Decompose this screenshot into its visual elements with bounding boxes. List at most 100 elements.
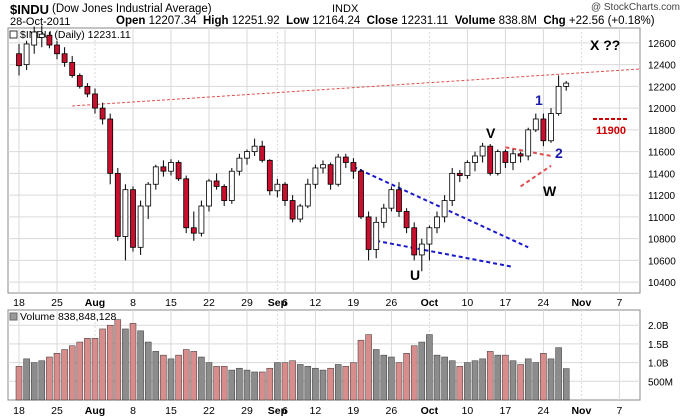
x-tick-label: Nov <box>571 405 591 417</box>
volume-bar <box>418 341 426 401</box>
candle-body <box>472 155 478 163</box>
x-tick-label: 7 <box>616 297 622 309</box>
x-tick-label: 17 <box>500 405 512 417</box>
price-panel <box>7 27 641 294</box>
candle-body <box>38 33 45 38</box>
candle-body <box>145 183 152 207</box>
high-label: High <box>202 15 229 27</box>
candle-body <box>152 166 159 185</box>
close-label: Close <box>366 15 398 27</box>
chart-date: 28-Oct-2011 <box>10 16 71 28</box>
volume-bar <box>167 358 175 401</box>
volume-bar <box>137 330 144 401</box>
volume-bar <box>152 351 160 401</box>
volume-bar <box>198 356 205 401</box>
volume-bar <box>266 367 274 401</box>
x-tick-label: Nov <box>571 297 591 309</box>
candle-body <box>160 166 167 172</box>
volume-bar <box>15 366 23 401</box>
volume-bar <box>289 360 296 401</box>
y-tick-label: 10600 <box>648 256 676 267</box>
x-tick-label: Aug <box>85 297 105 309</box>
volume-bar <box>243 369 251 401</box>
volume-bar <box>91 338 99 401</box>
volume-swatch <box>9 312 18 321</box>
candle-body <box>289 200 296 220</box>
volume-value: 838.8M <box>498 15 537 27</box>
candle-body <box>84 85 91 95</box>
volume-bar <box>160 354 167 401</box>
x-tick-label: 10 <box>462 297 474 309</box>
candle-body <box>434 216 440 229</box>
x-tick-label: 18 <box>13 297 25 309</box>
open-value: 12207.34 <box>148 15 197 27</box>
x-tick-label: Sep <box>268 405 287 417</box>
volume-tick-label: 1.5B <box>648 340 669 351</box>
volume-bar <box>281 362 289 401</box>
volume-bar <box>304 366 312 401</box>
volume-bar <box>296 364 304 401</box>
volume-bar <box>365 334 372 401</box>
candle-body <box>206 180 212 207</box>
volume-bar <box>433 354 441 401</box>
y-tick-label: 12200 <box>648 82 676 93</box>
volume-bar <box>251 371 258 401</box>
candle-body <box>563 82 570 87</box>
candle-body <box>396 189 402 212</box>
chart-annotation: V <box>486 125 496 141</box>
candle-body <box>122 189 129 237</box>
candle-body <box>259 145 266 161</box>
x-tick-label: Aug <box>85 405 105 417</box>
volume-bar <box>517 364 524 401</box>
volume-bar <box>213 366 220 401</box>
candle-body <box>92 93 98 109</box>
volume-bar <box>334 364 342 401</box>
volume-bar <box>114 319 122 401</box>
x-tick-label: 25 <box>51 405 63 417</box>
x-tick-label: 17 <box>500 297 512 309</box>
candle-body <box>76 75 83 87</box>
volume-bar <box>540 353 547 401</box>
candle-body <box>69 62 76 76</box>
volume-bar <box>456 366 464 401</box>
candle-body <box>555 85 562 114</box>
y-tick-label: 11200 <box>648 191 676 202</box>
candle-body <box>479 145 486 157</box>
y-tick-label: 11800 <box>648 126 676 137</box>
candle-body <box>388 189 395 209</box>
x-tick-label: 19 <box>348 297 360 309</box>
candle-body <box>510 153 516 163</box>
volume-bar <box>274 362 281 401</box>
candle-body <box>532 118 539 131</box>
volume-bar <box>220 366 228 401</box>
candle-body <box>175 162 182 180</box>
candle-body <box>114 172 121 237</box>
chart-annotation: W <box>543 183 557 199</box>
volume-bar <box>350 362 357 401</box>
candle-body <box>190 227 197 234</box>
x-tick-label: 8 <box>130 297 136 309</box>
x-tick-label: 29 <box>241 405 253 417</box>
x-tick-label: 26 <box>386 297 398 309</box>
volume-bar <box>479 358 486 401</box>
x-tick-label: 22 <box>203 405 215 417</box>
candle-body <box>525 129 532 157</box>
candle-body <box>350 162 357 172</box>
x-tick-label: 25 <box>51 297 63 309</box>
candle-body <box>517 153 524 157</box>
candle-body <box>228 170 235 201</box>
volume-bar <box>357 339 365 401</box>
candle-body <box>540 118 547 142</box>
chart-annotation: U <box>410 267 420 283</box>
credit-label: @ StockCharts.com <box>590 2 680 13</box>
x-tick-label: 12 <box>310 297 322 309</box>
volume-bar <box>38 360 46 401</box>
candle-body <box>449 172 456 201</box>
volume-tick-label: 500M <box>648 377 673 388</box>
candle-body <box>31 31 38 46</box>
volume-label: Volume <box>454 15 496 27</box>
candle-body <box>380 207 387 223</box>
candle-body <box>365 216 372 250</box>
candle-body <box>411 227 418 256</box>
candle-body <box>502 151 509 163</box>
